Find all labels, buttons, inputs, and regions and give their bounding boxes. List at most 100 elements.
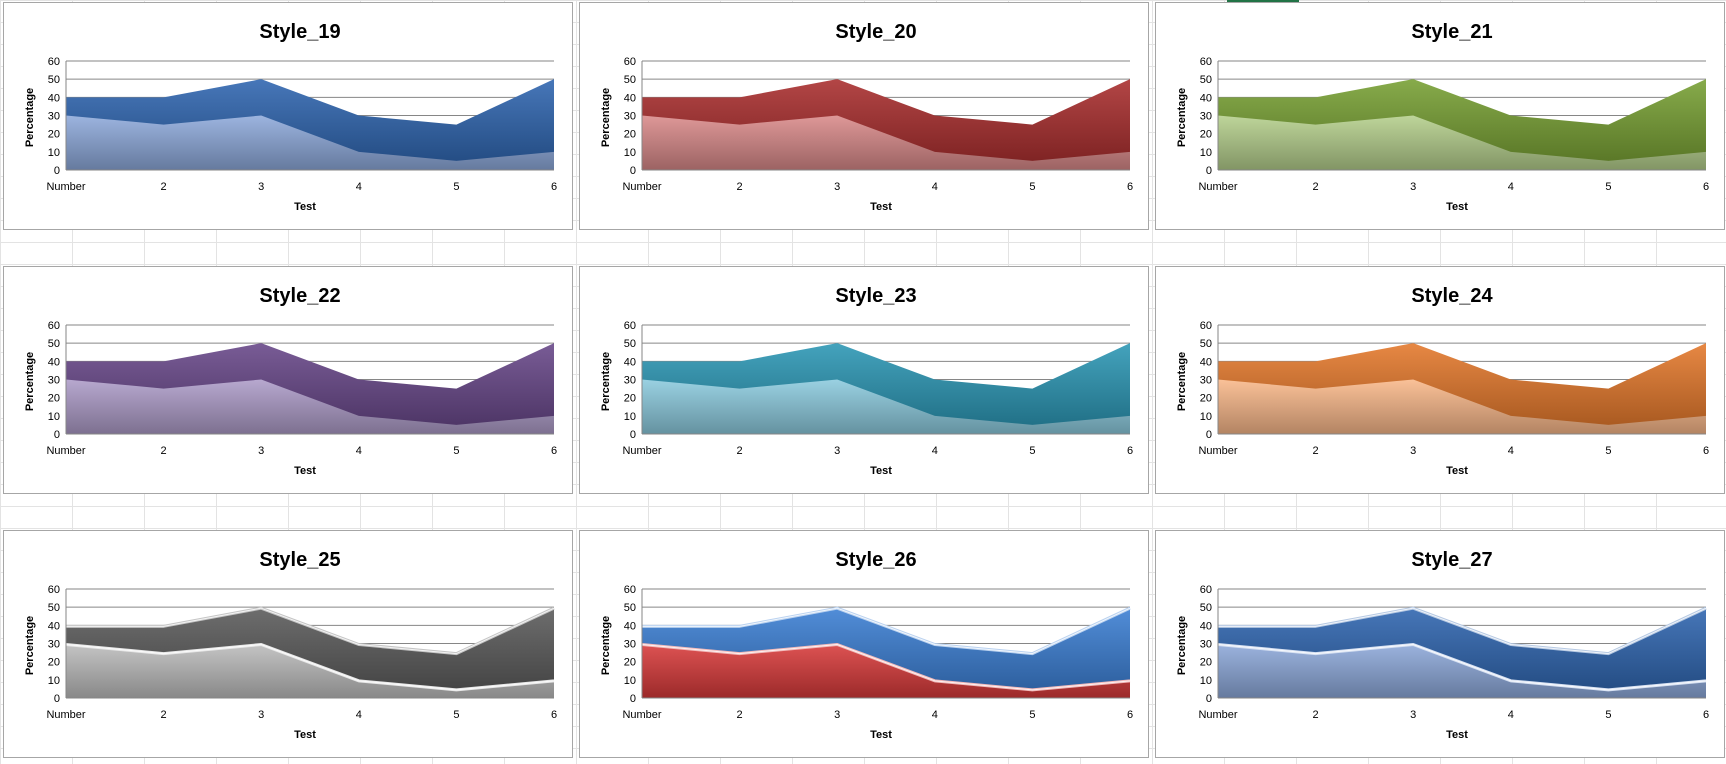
y-tick-label: 20: [624, 129, 636, 141]
x-tick-label: 2: [737, 181, 743, 193]
x-tick-label: 5: [1605, 445, 1611, 457]
chart-style-20[interactable]: Style_20 0 10 20 30 40 50 60 Number 2 3 4 5 6 Test Perc…: [579, 2, 1149, 230]
chart-title: Style_26: [835, 549, 916, 571]
x-tick-label: Number: [622, 181, 661, 193]
chart-style-22[interactable]: Style_22 0 10 20 30 40 50 60 Number 2 3 4 5 6 Test Perc…: [3, 266, 573, 494]
x-tick-label: 6: [1127, 181, 1133, 193]
y-tick-label: 0: [1206, 429, 1212, 441]
y-axis-title: Percentage: [1176, 616, 1188, 675]
y-tick-label: 30: [1200, 639, 1212, 651]
y-tick-label: 50: [624, 602, 636, 614]
area-series-1[interactable]: [642, 115, 1130, 171]
x-tick-label: 4: [932, 709, 938, 721]
x-tick-label: 2: [737, 709, 743, 721]
y-tick-label: 60: [48, 320, 60, 332]
y-axis-title: Percentage: [24, 88, 36, 147]
x-tick-label: 6: [551, 709, 557, 721]
chart-style-25[interactable]: Style_25 0 10 20 30 40 50 60 Number 2 3 4 5 6 Test Perc…: [3, 530, 573, 758]
y-axis-title: Percentage: [24, 352, 36, 411]
y-tick-label: 10: [48, 147, 60, 159]
y-tick-label: 0: [630, 429, 636, 441]
y-tick-label: 50: [624, 74, 636, 86]
active-column-indicator: [1227, 0, 1299, 3]
chart-style-23[interactable]: Style_23 0 10 20 30 40 50 60 Number 2 3 4 5 6 Test Perc…: [579, 266, 1149, 494]
y-tick-label: 20: [624, 657, 636, 669]
y-tick-label: 30: [48, 639, 60, 651]
chart-style-26[interactable]: Style_26 0 10 20 30 40 50 60 Number 2 3 4 5 6 Test Perc…: [579, 530, 1149, 758]
chart-title: Style_22: [259, 285, 340, 307]
chart-title: Style_21: [1411, 21, 1492, 43]
x-tick-label: 3: [258, 445, 264, 457]
x-axis-title: Test: [870, 201, 892, 213]
y-tick-label: 40: [624, 356, 636, 368]
x-tick-label: 6: [1703, 709, 1709, 721]
x-tick-label: 4: [1508, 709, 1514, 721]
area-series-1[interactable]: [1218, 115, 1706, 171]
x-tick-label: 6: [1127, 709, 1133, 721]
y-tick-label: 20: [1200, 393, 1212, 405]
area-series-1[interactable]: [642, 379, 1130, 435]
y-tick-label: 10: [1200, 147, 1212, 159]
area-series-1[interactable]: [66, 115, 554, 171]
x-tick-label: Number: [1198, 709, 1237, 721]
chart-style-27[interactable]: Style_27 0 10 20 30 40 50 60 Number 2 3 4 5 6 Test Perc…: [1155, 530, 1725, 758]
y-tick-label: 50: [1200, 602, 1212, 614]
y-tick-label: 0: [1206, 165, 1212, 177]
y-tick-label: 40: [48, 620, 60, 632]
y-tick-label: 50: [48, 602, 60, 614]
area-series-1[interactable]: [1218, 379, 1706, 435]
y-tick-label: 60: [1200, 320, 1212, 332]
y-tick-label: 20: [48, 657, 60, 669]
y-tick-label: 60: [624, 584, 636, 596]
x-tick-label: 3: [834, 709, 840, 721]
x-tick-label: 5: [1029, 445, 1035, 457]
x-tick-label: 4: [932, 181, 938, 193]
x-tick-label: 5: [1605, 709, 1611, 721]
chart-style-19[interactable]: Style_19 0 10 20 30 40 50 60 Number 2 3 4 5 6 Test Perc…: [3, 2, 573, 230]
y-axis-title: Percentage: [1176, 88, 1188, 147]
x-tick-label: Number: [622, 445, 661, 457]
x-tick-label: 5: [453, 445, 459, 457]
x-tick-label: 5: [453, 181, 459, 193]
area-series-1[interactable]: [66, 379, 554, 435]
y-tick-label: 0: [54, 693, 60, 705]
y-tick-label: 40: [1200, 92, 1212, 104]
x-tick-label: 5: [1029, 709, 1035, 721]
x-tick-label: 3: [258, 181, 264, 193]
x-tick-label: 6: [551, 181, 557, 193]
y-tick-label: 20: [48, 393, 60, 405]
x-axis-title: Test: [294, 729, 316, 741]
y-tick-label: 30: [1200, 375, 1212, 387]
y-tick-label: 60: [624, 56, 636, 68]
x-tick-label: Number: [1198, 181, 1237, 193]
x-tick-label: 2: [1313, 709, 1319, 721]
x-tick-label: 4: [1508, 445, 1514, 457]
x-tick-label: 5: [1029, 181, 1035, 193]
area-series-1[interactable]: [66, 643, 554, 699]
chart-style-21[interactable]: Style_21 0 10 20 30 40 50 60 Number 2 3 4 5 6 Test Perc…: [1155, 2, 1725, 230]
y-tick-label: 50: [48, 74, 60, 86]
x-tick-label: 2: [161, 709, 167, 721]
chart-title: Style_20: [835, 21, 916, 43]
y-tick-label: 50: [624, 338, 636, 350]
chart-style-24[interactable]: Style_24 0 10 20 30 40 50 60 Number 2 3 4 5 6 Test Perc…: [1155, 266, 1725, 494]
y-tick-label: 0: [54, 165, 60, 177]
x-tick-label: 6: [1127, 445, 1133, 457]
y-axis-title: Percentage: [600, 88, 612, 147]
x-tick-label: 5: [453, 709, 459, 721]
y-tick-label: 60: [1200, 56, 1212, 68]
y-tick-label: 30: [624, 111, 636, 123]
x-tick-label: 3: [1410, 709, 1416, 721]
x-axis-title: Test: [870, 465, 892, 477]
chart-title: Style_23: [835, 285, 916, 307]
area-series-1[interactable]: [1218, 643, 1706, 699]
y-tick-label: 10: [1200, 675, 1212, 687]
y-tick-label: 40: [624, 92, 636, 104]
chart-title: Style_25: [259, 549, 340, 571]
area-series-1[interactable]: [642, 643, 1130, 699]
x-tick-label: 4: [356, 181, 362, 193]
y-tick-label: 10: [1200, 411, 1212, 423]
y-tick-label: 0: [1206, 693, 1212, 705]
chart-svg: Style_20 0 10 20 30 40 50 60 Number 2 3 4 5 6 Test Perc…: [600, 21, 1133, 213]
